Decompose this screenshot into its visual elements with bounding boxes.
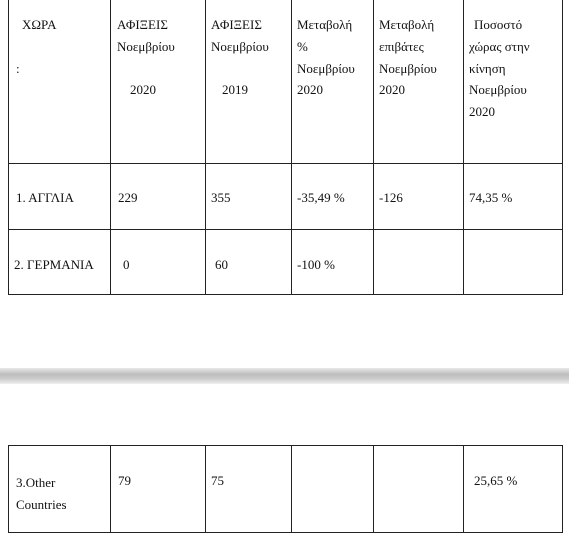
border xyxy=(8,445,563,446)
border xyxy=(463,445,464,533)
cell-text: 1. ΑΓΓΛΙΑ xyxy=(16,190,74,205)
cell-text: 75 xyxy=(211,473,224,488)
header-text: Νοεμβρίου xyxy=(211,39,269,54)
header-text: Νοεμβρίου xyxy=(297,61,355,76)
cell-text: -126 xyxy=(379,190,403,205)
cell-text: 229 xyxy=(118,190,138,205)
border xyxy=(110,0,111,295)
cell-text: 0 xyxy=(123,257,130,272)
header-text: 2020 xyxy=(130,82,156,97)
border xyxy=(373,0,374,295)
page-break xyxy=(0,368,569,384)
border xyxy=(8,229,563,230)
border xyxy=(205,445,206,533)
header-text: 2020 xyxy=(379,82,405,97)
cell-text: 355 xyxy=(211,190,231,205)
header-text: Νοεμβρίου xyxy=(469,82,527,97)
header-text: Νοεμβρίου xyxy=(379,61,437,76)
header-text: 2019 xyxy=(222,82,248,97)
border xyxy=(463,0,464,295)
header-text: ΧΩΡΑ xyxy=(22,17,57,32)
header-text: ΑΦΙΞΕΙΣ xyxy=(117,17,168,32)
border xyxy=(8,294,563,295)
header-text: ΑΦΙΞΕΙΣ xyxy=(211,17,262,32)
cell-text: 60 xyxy=(215,257,228,272)
header-text: % xyxy=(297,39,308,54)
header-text: 2020 xyxy=(297,82,323,97)
cell-text: 25,65 % xyxy=(474,473,518,488)
cell-text: 3.Other Countries xyxy=(16,475,67,512)
header-text: επιβάτες xyxy=(379,39,424,54)
header-text: κίνηση xyxy=(469,61,506,76)
border xyxy=(8,532,563,533)
border xyxy=(291,445,292,533)
cell-text: -35,49 % xyxy=(297,190,345,205)
border xyxy=(8,445,9,533)
cell-text: 79 xyxy=(118,473,131,488)
border xyxy=(205,0,206,295)
header-text: Ποσοστό xyxy=(474,17,523,32)
header-text: Μεταβολή xyxy=(379,17,435,32)
border xyxy=(110,445,111,533)
border xyxy=(562,445,563,533)
header-text: Μεταβολή xyxy=(297,17,353,32)
header-text: 2020 xyxy=(469,104,495,119)
border xyxy=(8,0,9,295)
header-text: Νοεμβρίου xyxy=(117,39,175,54)
border xyxy=(8,163,563,164)
cell-text: 74,35 % xyxy=(469,190,513,205)
header-text: : xyxy=(16,61,20,76)
border xyxy=(291,0,292,295)
border xyxy=(373,445,374,533)
cell-text: -100 % xyxy=(297,257,335,272)
header-text: χώρας στην xyxy=(469,39,530,54)
border xyxy=(562,0,563,295)
cell-text: 2. ΓΕΡΜΑΝΙΑ xyxy=(14,257,94,272)
